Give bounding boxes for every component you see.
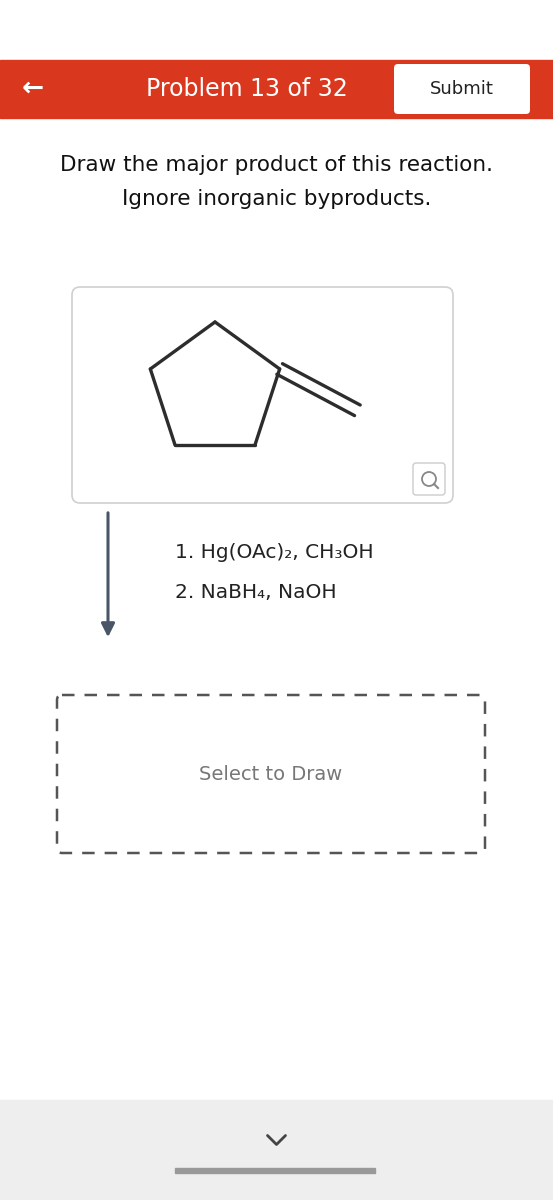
Bar (0, 60, 553, 118)
Text: Select to Draw: Select to Draw (200, 764, 343, 784)
FancyBboxPatch shape (57, 695, 485, 853)
Text: Draw the major product of this reaction.: Draw the major product of this reaction. (60, 155, 493, 175)
Text: Problem 13 of 32: Problem 13 of 32 (145, 77, 347, 101)
Text: 2. NaBH₄, NaOH: 2. NaBH₄, NaOH (175, 583, 337, 602)
Bar (175, 1168, 375, 1174)
Text: Submit: Submit (430, 80, 494, 98)
FancyBboxPatch shape (413, 463, 445, 494)
FancyBboxPatch shape (394, 64, 530, 114)
FancyBboxPatch shape (72, 287, 453, 503)
Text: 1. Hg(OAc)₂, CH₃OH: 1. Hg(OAc)₂, CH₃OH (175, 544, 374, 563)
Bar (0, 1100, 553, 1200)
Text: ←: ← (22, 76, 44, 102)
Text: Ignore inorganic byproducts.: Ignore inorganic byproducts. (122, 188, 431, 209)
